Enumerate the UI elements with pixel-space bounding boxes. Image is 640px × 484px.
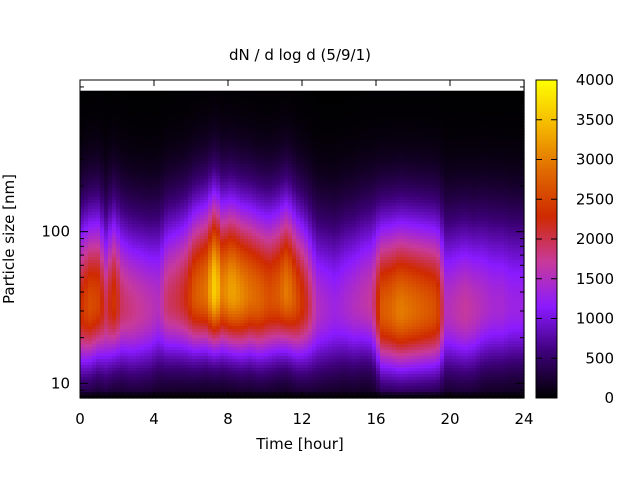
chart-title: dN / d log d (5/9/1) <box>229 46 371 64</box>
heatmap-cells <box>80 80 525 399</box>
